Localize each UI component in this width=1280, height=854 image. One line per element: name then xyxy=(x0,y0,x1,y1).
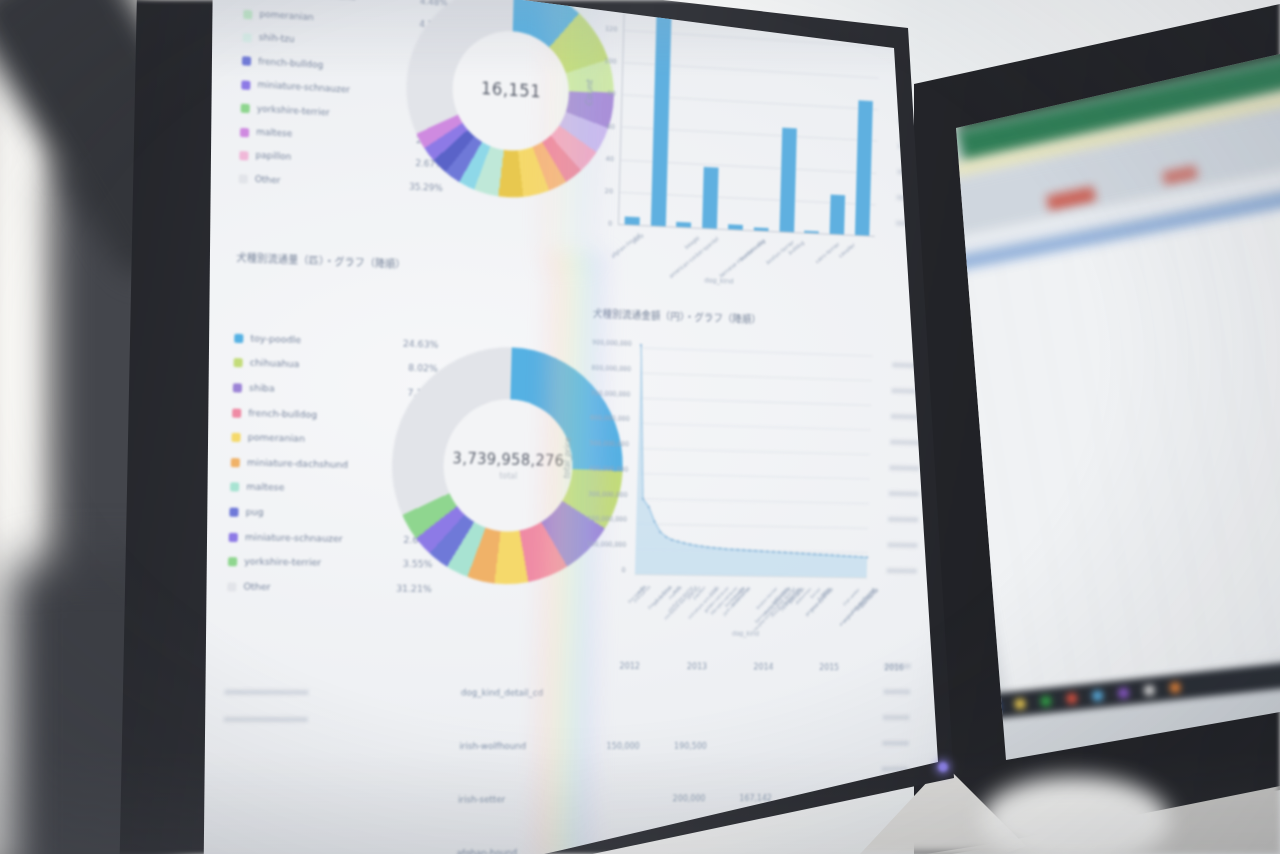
text-smudge xyxy=(884,663,912,669)
legend-label: pomeranian xyxy=(247,432,306,445)
legend-item: yorkshire-terrier 3.55% xyxy=(227,549,433,577)
legend-percent: 24.63% xyxy=(402,338,439,351)
legend-label: Other xyxy=(243,581,271,593)
table-year-header: 2015 xyxy=(819,663,840,673)
paper-on-desk xyxy=(980,776,1170,854)
table-cell: 167,142 xyxy=(739,793,772,804)
text-smudge xyxy=(887,542,918,548)
legend-swatch xyxy=(234,333,244,343)
legend-item: Other 31.21% xyxy=(227,574,432,601)
legend-swatch xyxy=(229,507,239,517)
text-smudge xyxy=(883,689,911,695)
taskbar-icon xyxy=(1040,695,1052,707)
legend-label: shiba xyxy=(248,382,275,395)
text-smudge xyxy=(889,465,920,471)
legend-swatch xyxy=(232,383,243,393)
legend-swatch xyxy=(229,482,240,492)
dashboard: miniature-dachshund4.48%pomeranian4.20%s… xyxy=(203,0,938,854)
legend-percent: 3.55% xyxy=(402,558,433,571)
text-smudge xyxy=(224,689,309,695)
taskbar-icon xyxy=(1014,697,1026,709)
text-smudge xyxy=(887,516,919,523)
lens-flare-streak xyxy=(538,0,604,271)
legend-percent: 31.21% xyxy=(396,583,432,595)
table-row-name: irish-setter xyxy=(457,795,506,806)
legend-label: chihuahua xyxy=(249,357,300,371)
text-smudge xyxy=(890,413,922,420)
text-smudge xyxy=(882,740,910,746)
legend-percent: 8.02% xyxy=(408,363,438,376)
legend-label: toy-poodle xyxy=(250,333,302,346)
legend-swatch xyxy=(232,408,242,418)
area-plot xyxy=(631,343,876,581)
legend-swatch xyxy=(233,358,243,368)
table-row-name: afghan-hound xyxy=(456,848,518,854)
table-year-header: 2014 xyxy=(753,662,774,673)
legend-label: miniature-schnauzer xyxy=(244,531,343,545)
table-cell: 190,500 xyxy=(673,741,707,752)
price-section-title: 犬種別流通金額（円）・グラフ（降順） xyxy=(592,309,762,327)
area-x-axis-label: dog_kind xyxy=(731,629,760,638)
legend-label: maltese xyxy=(246,481,285,494)
table-cell: 200,000 xyxy=(672,794,706,805)
legend-item: miniature-schnauzer2.66% xyxy=(228,524,433,552)
table-key-column-header: dog_kind_detail_cd xyxy=(460,688,544,699)
text-smudge xyxy=(886,568,918,574)
taskbar-icon xyxy=(1117,687,1129,699)
legend-swatch xyxy=(227,557,238,567)
legend-swatch xyxy=(230,457,241,468)
legend-label: pug xyxy=(245,506,264,519)
area-x-ticks: toy-poodle chihuahua shiba french-bulldog po… xyxy=(627,584,881,634)
legend-label: yorkshire-terrier xyxy=(244,556,322,569)
taskbar-icon xyxy=(1143,684,1155,696)
legend-swatch xyxy=(231,432,241,443)
legend-swatch xyxy=(228,532,238,542)
legend-label: miniature-dachshund xyxy=(246,457,349,471)
taskbar-icon xyxy=(1092,689,1104,701)
table-row-name: irish-wolfhound xyxy=(459,742,527,752)
legend-label: french-bulldog xyxy=(248,407,318,421)
price-donut-sublabel: total xyxy=(499,471,518,481)
text-smudge xyxy=(888,491,920,497)
text-smudge xyxy=(882,715,910,720)
taskbar-icon xyxy=(1066,692,1078,704)
price-area-chart: total_price 900,000,000800,000,000700,00… xyxy=(534,335,903,662)
text-smudge xyxy=(889,439,921,446)
text-smudge xyxy=(223,716,308,723)
power-led xyxy=(938,762,948,772)
table-year-header: 2013 xyxy=(686,662,708,673)
taskbar-icon xyxy=(1169,681,1181,693)
legend-swatch xyxy=(227,582,237,592)
